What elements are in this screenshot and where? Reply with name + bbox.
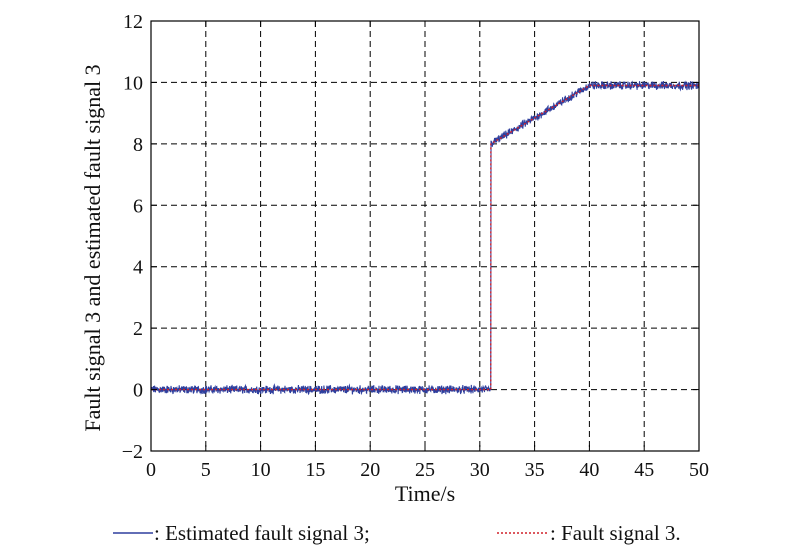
y-tick-label: 0 — [133, 380, 143, 402]
series-line-estimated — [150, 80, 700, 396]
x-tick-label: 5 — [201, 459, 211, 481]
x-tick-label: 0 — [146, 459, 156, 481]
y-tick-label: 2 — [133, 318, 143, 340]
x-tick-label: 15 — [305, 459, 325, 481]
y-tick-label: 6 — [133, 195, 143, 217]
x-axis-label: Time/s — [395, 481, 455, 506]
x-tick-label: 30 — [470, 459, 490, 481]
x-tick-label: 50 — [689, 459, 709, 481]
legend-label-estimated: : Estimated fault signal 3; — [154, 521, 370, 545]
y-tick-label: 10 — [123, 72, 143, 94]
x-tick-label: 10 — [251, 459, 271, 481]
x-tick-label: 25 — [415, 459, 435, 481]
series-line-fault — [151, 84, 699, 391]
x-tick-label: 35 — [525, 459, 545, 481]
series-layer — [150, 80, 700, 396]
y-tick-label: −2 — [122, 441, 143, 463]
x-tick-label: 45 — [634, 459, 654, 481]
legend-label-fault: : Fault signal 3. — [550, 521, 681, 545]
y-tick-label: 8 — [133, 134, 143, 156]
y-axis-label: Fault signal 3 and estimated fault signa… — [80, 64, 105, 431]
legend: : Estimated fault signal 3; : Fault sign… — [113, 521, 681, 545]
y-tick-label: 4 — [133, 257, 143, 279]
x-tick-label: 20 — [360, 459, 380, 481]
x-tick-label: 40 — [579, 459, 599, 481]
y-tick-label: 12 — [123, 11, 143, 33]
